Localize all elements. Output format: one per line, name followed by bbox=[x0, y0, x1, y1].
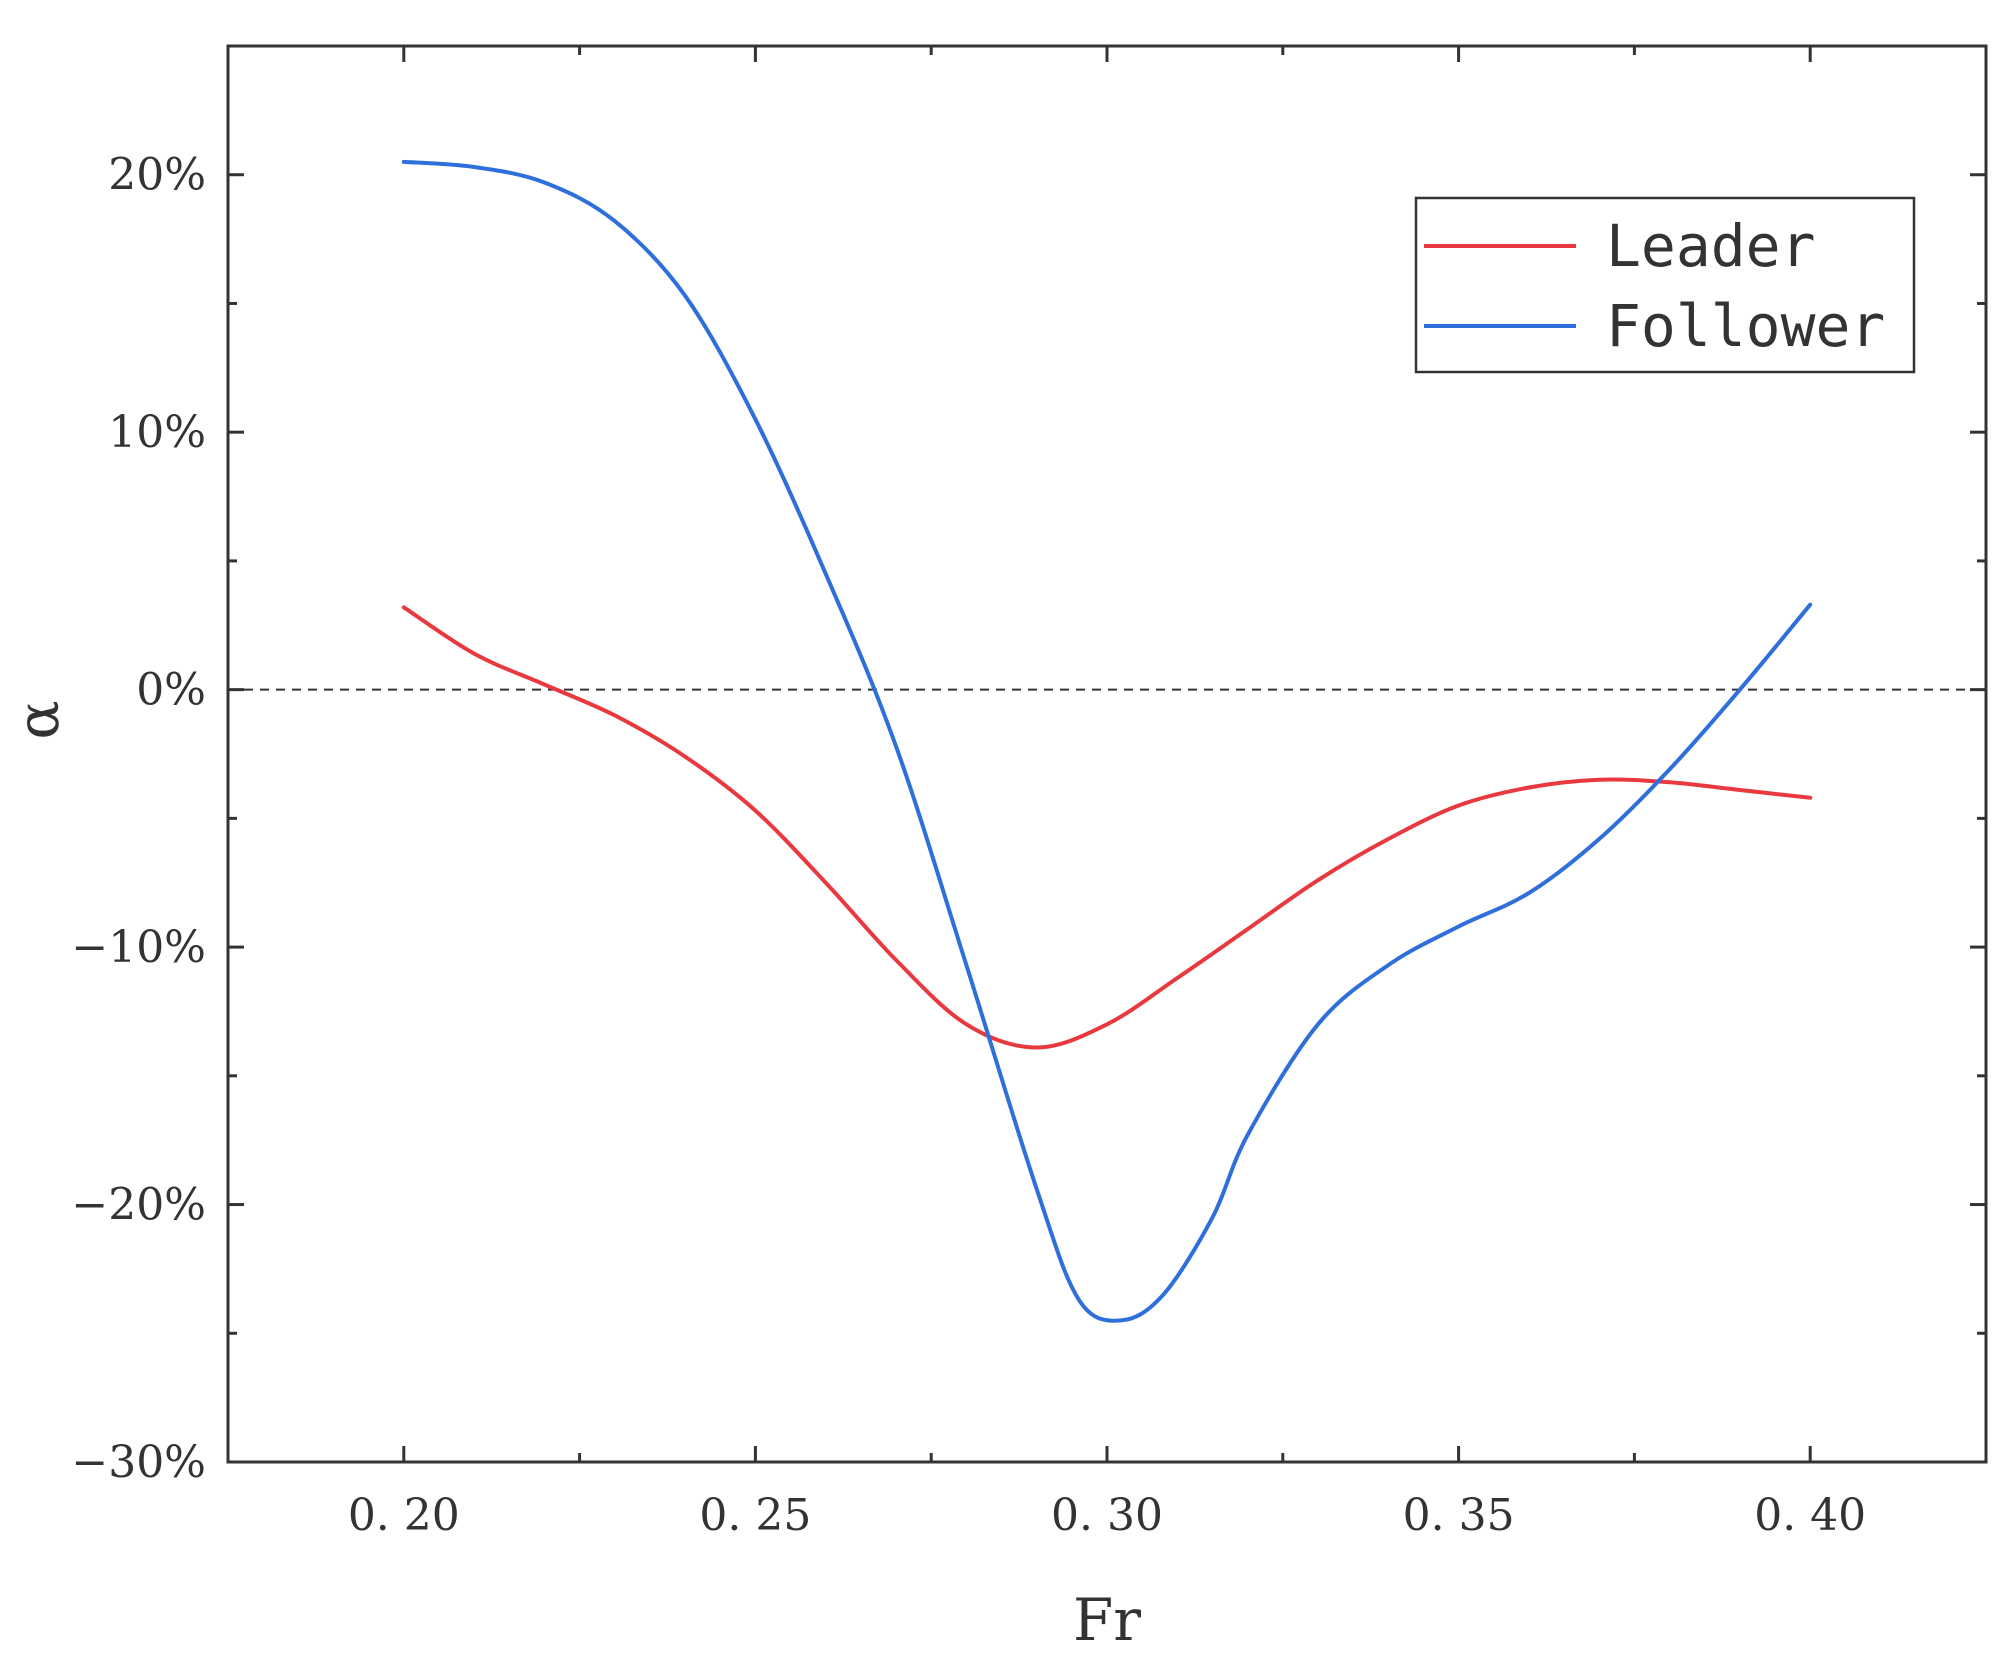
x-tick-label: 0. 25 bbox=[699, 1490, 811, 1541]
x-tick-label: 0. 35 bbox=[1403, 1490, 1515, 1541]
legend-box bbox=[1414, 196, 1916, 374]
series-line-follower bbox=[401, 159, 1813, 1323]
y-tick-label: −10% bbox=[71, 922, 206, 973]
x-axis-title: Fr bbox=[1073, 1586, 1141, 1654]
y-axis-title: α bbox=[4, 700, 72, 739]
legend-label-follower: Follower bbox=[1606, 292, 1885, 360]
x-tick-label: 0. 20 bbox=[348, 1490, 460, 1541]
y-tick-label: 0% bbox=[136, 665, 206, 716]
legend-label-leader: Leader bbox=[1606, 212, 1816, 280]
series-line-leader bbox=[401, 605, 1813, 1050]
y-tick-label: −30% bbox=[71, 1437, 206, 1488]
x-tick-label: 0. 40 bbox=[1754, 1490, 1866, 1541]
y-tick-label: 20% bbox=[108, 150, 206, 201]
legend: Leader Follower bbox=[1414, 196, 1916, 374]
y-tick-label: −20% bbox=[71, 1180, 206, 1231]
x-tick-label: 0. 30 bbox=[1051, 1490, 1163, 1541]
y-tick-label: 10% bbox=[108, 407, 206, 458]
